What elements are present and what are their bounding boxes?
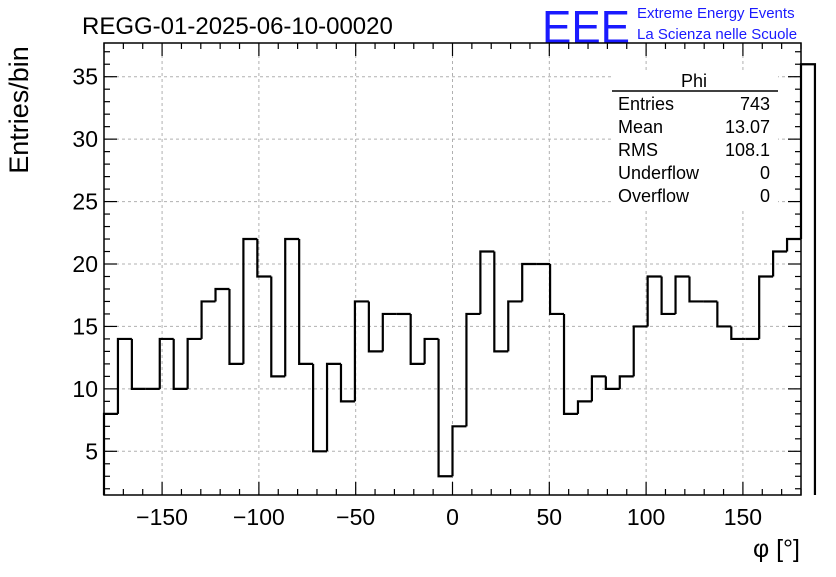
- y-tick-label: 10: [72, 376, 98, 402]
- histogram-bin: [716, 301, 732, 328]
- y-tick-label: 25: [72, 189, 98, 215]
- stats-row-label: RMS: [618, 140, 658, 160]
- stats-row-label: Overflow: [618, 186, 690, 206]
- histogram-bin: [409, 313, 425, 365]
- histogram-bin: [758, 275, 774, 339]
- histogram-bin: [660, 276, 676, 316]
- histogram-bin: [256, 239, 272, 278]
- histogram-bin: [465, 312, 481, 427]
- eee-logo-line2: La Scienza nelle Scuole: [637, 26, 797, 43]
- histogram-bin: [674, 275, 690, 314]
- stats-row-value: 108.1: [725, 140, 770, 160]
- histogram-bin: [646, 275, 662, 327]
- histogram-bin: [632, 325, 648, 377]
- histogram-bin: [116, 337, 132, 414]
- x-tick-label: −100: [233, 504, 285, 530]
- histogram-bin: [158, 337, 174, 389]
- histogram-bin: [228, 288, 244, 365]
- x-tick-label: 0: [446, 504, 459, 530]
- histogram-bin: [576, 400, 592, 414]
- histogram-bin: [493, 251, 509, 353]
- stats-row-label: Entries: [618, 94, 674, 114]
- histogram-bin: [423, 337, 439, 364]
- x-axis-ticks: −150 −100 −50 0 50 100 150: [103, 43, 802, 530]
- y-axis-ticks: 5 10 15 20 25 30 35: [72, 51, 801, 490]
- stats-row-value: 0: [760, 163, 770, 183]
- histogram-bin: [772, 250, 788, 277]
- histogram-bin: [130, 338, 146, 390]
- histogram-bin: [479, 250, 495, 314]
- stats-box-background: [612, 70, 778, 210]
- histogram-bin: [437, 338, 453, 478]
- histogram-bin: [548, 264, 565, 316]
- histogram-bin: [688, 276, 704, 303]
- histogram-bin: [618, 375, 634, 389]
- histogram-bin: [521, 262, 537, 302]
- histogram-bin: [298, 239, 314, 365]
- histogram-bin: [312, 363, 328, 453]
- histogram-bin: [381, 312, 397, 352]
- histogram-bin: [186, 337, 202, 389]
- histogram-bin: [730, 326, 746, 341]
- histogram-bin: [172, 338, 188, 390]
- histogram-bin: [353, 300, 369, 402]
- histogram-bin: [507, 300, 523, 352]
- y-tick-label: 20: [72, 251, 98, 277]
- histogram-bin: [214, 287, 230, 302]
- stats-row-value: 743: [740, 94, 770, 114]
- histogram-bin: [242, 237, 258, 364]
- histogram-bin: [270, 276, 286, 378]
- stats-box: Phi Entries 743 Mean 13.07 RMS 108.1 Underflow…: [612, 70, 778, 210]
- histogram-bin: [339, 363, 355, 403]
- histogram-bin: [200, 300, 216, 339]
- y-tick-label: 15: [72, 313, 98, 339]
- y-tick-label: 30: [72, 126, 98, 152]
- stats-row-label: Underflow: [618, 163, 700, 183]
- histogram-bin: [325, 362, 341, 452]
- x-axis-label: φ [°]: [753, 535, 800, 563]
- y-tick-label: 5: [85, 438, 98, 464]
- x-tick-label: 50: [537, 504, 563, 530]
- eee-logo-mark: EEE: [542, 1, 630, 53]
- chart-title: REGG-01-2025-06-10-00020: [82, 13, 393, 40]
- histogram-bin: [590, 375, 606, 402]
- stats-title: Phi: [681, 71, 707, 91]
- histogram-bin: [451, 425, 467, 477]
- eee-logo-line1: Extreme Energy Events: [637, 5, 795, 22]
- histogram-bin: [604, 376, 620, 390]
- x-tick-label: 150: [724, 504, 762, 530]
- stats-row-value: 13.07: [725, 117, 770, 137]
- y-tick-label: 35: [72, 64, 98, 90]
- x-tick-label: −150: [136, 504, 188, 530]
- y-axis-label: Entries/bin: [4, 46, 34, 174]
- stats-row-label: Mean: [618, 117, 663, 137]
- histogram-bin: [562, 313, 578, 415]
- histogram-bin: [367, 301, 383, 353]
- histogram-bin: [284, 237, 300, 377]
- stats-row-value: 0: [760, 186, 770, 206]
- eee-logo: EEE Extreme Energy Events La Scienza nel…: [542, 1, 797, 53]
- x-tick-label: 100: [627, 504, 665, 530]
- x-tick-label: −50: [336, 504, 375, 530]
